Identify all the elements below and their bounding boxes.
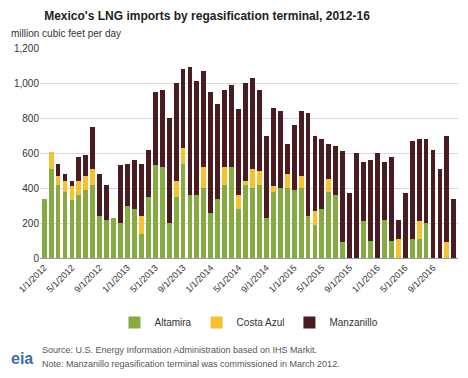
svg-text:eia: eia	[11, 350, 33, 367]
svg-text:5/1/2016: 5/1/2016	[378, 263, 410, 295]
svg-text:200: 200	[22, 218, 39, 229]
svg-text:1/1/2014: 1/1/2014	[184, 263, 216, 295]
svg-text:9/1/2014: 9/1/2014	[239, 263, 271, 295]
svg-text:1/1/2015: 1/1/2015	[267, 263, 299, 295]
svg-text:5/1/2015: 5/1/2015	[295, 263, 327, 295]
svg-text:1/1/2013: 1/1/2013	[100, 263, 132, 295]
svg-text:9/1/2012: 9/1/2012	[72, 263, 104, 295]
svg-text:600: 600	[22, 148, 39, 159]
svg-text:Mexico's LNG imports by regasi: Mexico's LNG imports by regasification t…	[44, 9, 370, 23]
svg-text:400: 400	[22, 183, 39, 194]
svg-text:5/1/2014: 5/1/2014	[211, 263, 243, 295]
svg-text:5/1/2013: 5/1/2013	[128, 263, 160, 295]
svg-text:Note: Manzanillo regasificatio: Note: Manzanillo regasification terminal…	[42, 359, 340, 369]
svg-text:1,000: 1,000	[14, 78, 39, 89]
svg-text:Costa Azul: Costa Azul	[237, 317, 285, 328]
svg-text:0: 0	[33, 253, 39, 264]
svg-text:5/1/2012: 5/1/2012	[45, 263, 77, 295]
svg-text:1,200: 1,200	[14, 43, 39, 54]
svg-text:Manzanillo: Manzanillo	[329, 317, 377, 328]
svg-text:1/1/2012: 1/1/2012	[17, 263, 49, 295]
svg-text:800: 800	[22, 113, 39, 124]
svg-text:Source: U.S. Energy Informatio: Source: U.S. Energy Information Administ…	[42, 345, 317, 355]
svg-text:9/1/2013: 9/1/2013	[156, 263, 188, 295]
svg-text:9/1/2015: 9/1/2015	[322, 263, 354, 295]
svg-text:9/1/2016: 9/1/2016	[406, 263, 438, 295]
svg-text:1/1/2016: 1/1/2016	[350, 263, 382, 295]
svg-text:Altamira: Altamira	[155, 317, 192, 328]
svg-text:million cubic feet per day: million cubic feet per day	[11, 28, 121, 39]
